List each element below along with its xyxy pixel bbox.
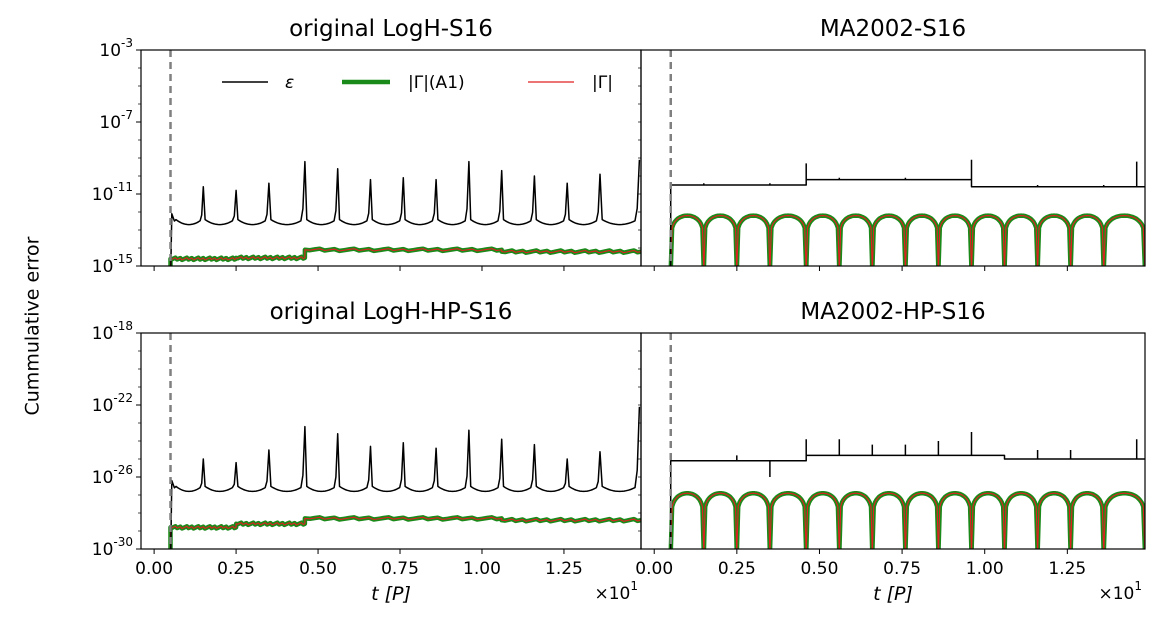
ytick-exponent: -7 — [121, 108, 133, 122]
xtick-label: 1.00 — [966, 559, 1004, 579]
ytick-label: 10-26 — [92, 463, 133, 488]
ytick-label: 10-3 — [99, 36, 133, 61]
xtick-label: 0.50 — [801, 559, 839, 579]
legend-label-gamma: |Γ| — [592, 73, 613, 93]
series-gamma — [169, 516, 641, 549]
ytick-exponent: -18 — [113, 319, 133, 333]
xaxis-offset-text: ×101 — [594, 579, 638, 604]
plot-area — [168, 333, 641, 549]
series-eps — [170, 159, 641, 266]
offset-exponent: 1 — [1134, 579, 1142, 593]
ytick-exponent: -15 — [113, 252, 133, 266]
plot-area — [668, 333, 1145, 549]
figure-ylabel: Cummulative error — [22, 236, 44, 415]
xtick-label: 0.00 — [635, 559, 673, 579]
series-eps — [170, 406, 641, 549]
ytick-label: 10-15 — [92, 252, 133, 277]
legend: ε |Γ|(A1) |Γ| — [222, 73, 613, 93]
panel-title: original LogH-HP-S16 — [270, 299, 513, 325]
panel-title: MA2002-HP-S16 — [800, 299, 985, 325]
xaxis-label: t [P] — [873, 583, 913, 605]
ytick-exponent: -22 — [113, 391, 133, 405]
panel-top-left: original LogH-S16 10-3 10-7 10-11 10-15 — [92, 16, 642, 277]
ytick-exponent: -3 — [121, 36, 133, 50]
series-gamma — [169, 248, 641, 266]
plot-area — [668, 50, 1145, 266]
offset-base: ×10 — [594, 584, 630, 604]
ytick-exponent: -26 — [113, 463, 133, 477]
legend-label-gamma-a1: |Γ|(A1) — [408, 73, 465, 93]
series-gamma — [670, 215, 1145, 266]
panel-top-right: MA2002-S16 — [638, 16, 1146, 271]
xtick-label: 1.25 — [545, 559, 583, 579]
xtick-label: 1.00 — [463, 559, 501, 579]
xtick-label: 0.75 — [381, 559, 419, 579]
panel-bottom-right: MA2002-HP-S16 0.00 0.25 0.50 0.75 1.00 1.25 t [… — [635, 299, 1146, 605]
ytick-label: 10-11 — [92, 180, 133, 205]
xtick-label: 0.25 — [718, 559, 756, 579]
series-eps — [669, 159, 1145, 266]
ytick-exponent: -30 — [113, 535, 133, 549]
offset-base: ×10 — [1098, 584, 1134, 604]
ytick-label: 10-30 — [92, 535, 133, 560]
ytick-label: 10-22 — [92, 391, 133, 416]
series-gamma — [670, 492, 1145, 549]
xtick-label: 0.75 — [883, 559, 921, 579]
plot-area — [168, 50, 641, 266]
xtick-label: 1.25 — [1048, 559, 1086, 579]
series-eps — [669, 432, 1145, 549]
xaxis-offset-text: ×101 — [1098, 579, 1142, 604]
xtick-label: 0.00 — [135, 559, 173, 579]
xaxis-label: t [P] — [371, 583, 411, 605]
panel-title: MA2002-S16 — [820, 16, 966, 42]
xtick-label: 0.50 — [299, 559, 337, 579]
xtick-label: 0.25 — [217, 559, 255, 579]
ytick-label: 10-7 — [99, 108, 133, 133]
ytick-exponent: -11 — [113, 180, 133, 194]
offset-exponent: 1 — [630, 579, 638, 593]
ytick-label: 10-18 — [92, 319, 133, 344]
panel-bottom-left: original LogH-HP-S16 10-18 10-22 10-26 10-30… — [92, 299, 642, 605]
panel-title: original LogH-S16 — [289, 16, 493, 42]
legend-label-eps: ε — [285, 73, 294, 93]
